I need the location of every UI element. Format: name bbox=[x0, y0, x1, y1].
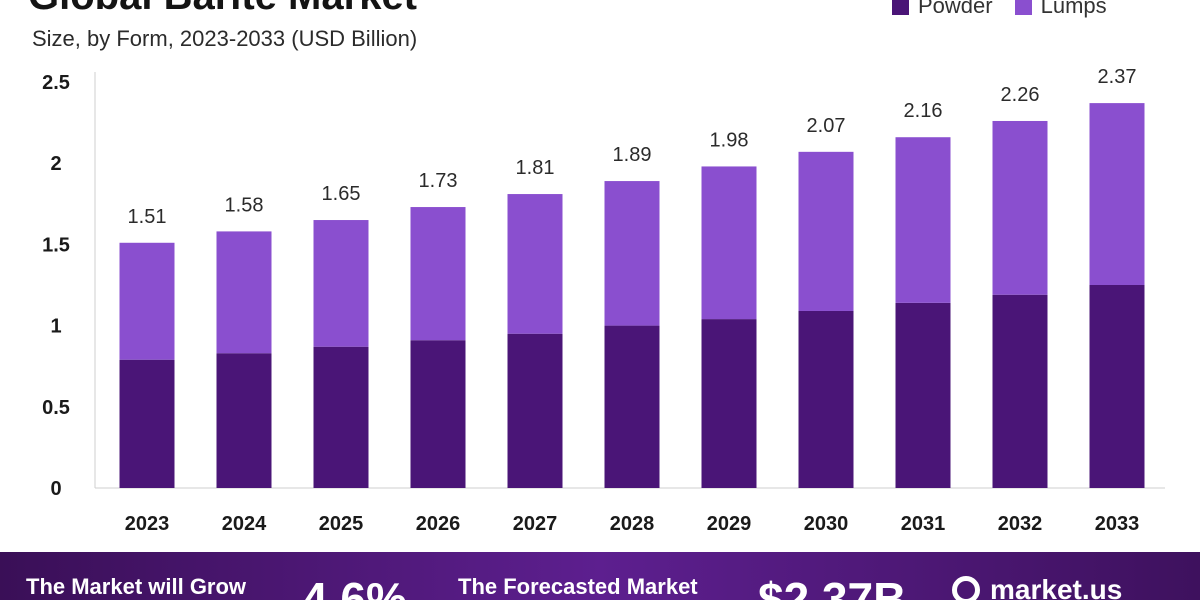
y-tick-label: 1.5 bbox=[42, 234, 70, 256]
x-tick-label: 2032 bbox=[998, 513, 1043, 535]
data-label-total: 1.81 bbox=[516, 157, 555, 179]
bar-powder-2027 bbox=[507, 333, 563, 488]
bar-powder-2029 bbox=[701, 319, 757, 488]
bar-powder-2030 bbox=[798, 310, 854, 488]
bar-lumps-2024 bbox=[216, 231, 272, 354]
legend-item-lumps: Lumps bbox=[1014, 0, 1107, 19]
footer-forecast-value: $2.37B bbox=[758, 573, 907, 600]
bar-lumps-2023 bbox=[119, 242, 175, 360]
bar-chart: 0 0.5 1 1.5 2 2.5 1.51 2023 1.58 2024 1.65 2025 1.73… bbox=[42, 66, 1165, 535]
data-label-total: 1.58 bbox=[225, 194, 264, 216]
data-label-total: 1.89 bbox=[613, 144, 652, 166]
footer-forecast-text: The Forecasted Market bbox=[458, 574, 698, 599]
x-tick-label: 2033 bbox=[1095, 513, 1140, 535]
legend-item-powder: Powder bbox=[892, 0, 993, 19]
x-tick-label: 2025 bbox=[319, 513, 364, 535]
legend: Powder Lumps bbox=[892, 0, 1129, 18]
bar-powder-2026 bbox=[410, 340, 466, 488]
bar-lumps-2029 bbox=[701, 166, 757, 320]
x-tick-label: 2024 bbox=[222, 513, 267, 535]
bar-powder-2025 bbox=[313, 346, 369, 488]
bar-powder-2031 bbox=[895, 302, 951, 488]
bar-powder-2024 bbox=[216, 353, 272, 488]
bar-lumps-2030 bbox=[798, 151, 854, 311]
bar-powder-2023 bbox=[119, 359, 175, 488]
bar-lumps-2031 bbox=[895, 137, 951, 303]
legend-swatch-lumps bbox=[1014, 0, 1032, 15]
data-label-total: 1.65 bbox=[322, 183, 361, 205]
chart-title: Global Barite Market bbox=[28, 0, 417, 19]
data-label-total: 2.26 bbox=[1001, 84, 1040, 106]
data-label-total: 2.37 bbox=[1098, 66, 1137, 88]
bar-lumps-2027 bbox=[507, 194, 563, 334]
legend-swatch-powder bbox=[892, 0, 909, 15]
chart-subtitle: Size, by Form, 2023-2033 (USD Billion) bbox=[32, 26, 418, 51]
y-tick-label: 0 bbox=[50, 478, 61, 500]
x-tick-label: 2031 bbox=[901, 513, 946, 535]
legend-label-powder: Powder bbox=[918, 0, 993, 18]
y-tick-label: 1 bbox=[50, 316, 61, 338]
brand-name: market.us bbox=[990, 574, 1123, 600]
bar-powder-2032 bbox=[992, 294, 1048, 488]
x-tick-label: 2028 bbox=[610, 513, 655, 535]
data-label-total: 2.16 bbox=[904, 100, 943, 122]
bar-lumps-2033 bbox=[1089, 103, 1145, 285]
bar-lumps-2028 bbox=[604, 181, 660, 326]
brand-logo: market.us bbox=[952, 574, 1122, 600]
legend-label-lumps: Lumps bbox=[1040, 0, 1107, 18]
x-tick-label: 2030 bbox=[804, 513, 849, 535]
y-tick-label: 0.5 bbox=[42, 397, 70, 419]
footer-banner: The Market will Grow 4.6% The Forecasted… bbox=[0, 552, 1200, 600]
bar-powder-2033 bbox=[1089, 285, 1145, 488]
data-label-total: 1.98 bbox=[710, 129, 749, 151]
x-tick-label: 2023 bbox=[125, 513, 170, 535]
y-tick-label: 2.5 bbox=[42, 72, 70, 94]
data-label-total: 1.73 bbox=[419, 170, 458, 192]
bar-lumps-2025 bbox=[313, 220, 369, 347]
x-tick-label: 2027 bbox=[513, 513, 558, 535]
bar-lumps-2026 bbox=[410, 207, 466, 341]
y-tick-label: 2 bbox=[50, 153, 61, 175]
bar-powder-2028 bbox=[604, 325, 660, 488]
bar-lumps-2032 bbox=[992, 120, 1048, 295]
brand-logo-icon bbox=[952, 576, 980, 600]
footer-cagr: 4.6% bbox=[302, 573, 407, 600]
data-label-total: 2.07 bbox=[807, 115, 846, 137]
data-label-total: 1.51 bbox=[128, 206, 167, 228]
x-tick-label: 2026 bbox=[416, 513, 461, 535]
footer-grow-text: The Market will Grow bbox=[26, 574, 247, 599]
x-tick-label: 2029 bbox=[707, 513, 752, 535]
